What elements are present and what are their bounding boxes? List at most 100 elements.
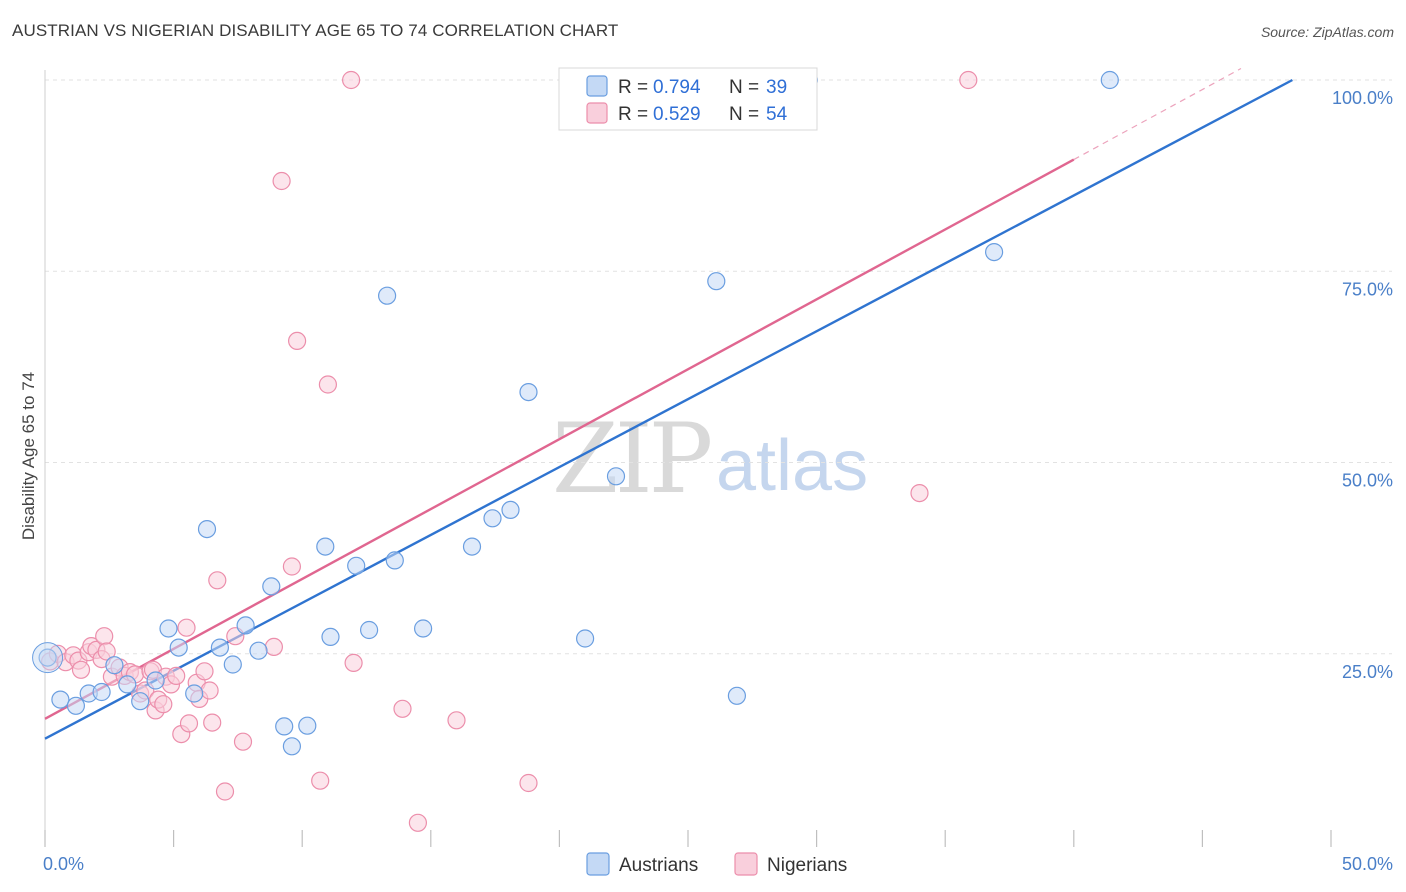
legend-r-label: R = <box>618 104 648 125</box>
nigerian-point <box>167 666 186 686</box>
austrian-point <box>236 616 255 635</box>
austrian-point <box>105 656 124 675</box>
nigerian-point <box>203 713 222 732</box>
nigerian-point <box>959 70 978 90</box>
nigerian-point <box>71 660 91 679</box>
nigerian-point <box>288 331 307 350</box>
chart-title: AUSTRIAN VS NIGERIAN DISABILITY AGE 65 T… <box>12 21 619 40</box>
austrian-point <box>118 675 137 694</box>
y-tick-label: 25.0% <box>1342 662 1393 682</box>
austrian-point <box>197 519 217 539</box>
nigerian-point <box>97 642 116 661</box>
watermark-atlas: atlas <box>716 426 868 506</box>
nigerian-point <box>282 557 301 576</box>
nigerian-point <box>272 171 291 191</box>
x-tick-label: 50.0% <box>1342 854 1393 874</box>
y-tick-label: 50.0% <box>1342 471 1393 491</box>
nigerian-point <box>408 813 427 832</box>
austrian-point <box>38 648 57 667</box>
austrian-point <box>185 684 204 703</box>
austrian-point <box>347 556 366 575</box>
legend-n-label: N = <box>729 104 759 125</box>
austrian-point <box>414 619 433 638</box>
legend-row-austrians[interactable]: R = 0.794 N = 39 <box>586 75 787 98</box>
nigerians-trend-extension <box>1073 67 1242 161</box>
legend-row-nigerians[interactable]: R = 0.529 N = 54 <box>586 102 788 125</box>
nigerian-point <box>393 699 412 718</box>
austrian-point <box>385 551 404 570</box>
bottom-legend: Austrians Nigerians <box>586 852 847 876</box>
austrian-point <box>321 627 340 647</box>
austrian-point <box>169 638 188 657</box>
austrian-point <box>316 537 335 556</box>
nigerian-point <box>233 732 253 751</box>
bottom-swatch-nigerians <box>734 852 758 876</box>
austrian-point <box>501 500 520 519</box>
austrian-point <box>223 655 242 674</box>
legend-n-label: N = <box>729 77 759 98</box>
x-tick-label: 0.0% <box>43 854 84 874</box>
legend-r-value: 0.794 <box>653 77 701 98</box>
legend: R = 0.794 N = 39 R = 0.529 N = 54 <box>558 67 818 131</box>
austrian-point <box>575 629 595 648</box>
austrian-point <box>462 537 482 556</box>
watermark-zip: ZIP <box>552 403 711 515</box>
austrian-point <box>159 619 178 638</box>
bottom-legend-label: Nigerians <box>767 855 847 876</box>
austrian-point <box>66 696 86 715</box>
nigerian-point <box>264 637 283 657</box>
grid <box>45 79 1392 655</box>
austrian-point <box>51 690 70 709</box>
austrian-point <box>275 717 294 736</box>
austrian-point <box>298 716 317 735</box>
nigerian-point <box>344 653 363 673</box>
austrian-point <box>249 641 268 660</box>
nigerians-trend-line <box>44 158 1075 720</box>
watermark: ZIP atlas <box>552 403 868 515</box>
nigerian-point <box>200 681 219 700</box>
bottom-legend-label: Austrians <box>619 855 698 876</box>
nigerian-point <box>910 484 929 503</box>
nigerian-point <box>179 714 199 733</box>
austrian-point <box>727 686 747 705</box>
nigerian-point <box>154 695 173 714</box>
bottom-legend-nigerians[interactable]: Nigerians <box>734 852 847 876</box>
nigerian-point <box>177 618 196 637</box>
nigerian-point <box>95 627 114 646</box>
austrian-point <box>210 638 229 657</box>
austrian-point <box>378 286 397 305</box>
austrian-point <box>32 642 64 674</box>
austrian-point <box>262 577 281 596</box>
y-tick-label: 75.0% <box>1342 279 1393 299</box>
nigerian-point <box>215 782 235 801</box>
nigerian-point <box>519 773 538 793</box>
legend-n-value: 54 <box>766 104 788 125</box>
legend-swatch-austrians <box>586 75 608 97</box>
austrian-point <box>360 620 379 640</box>
legend-n-value: 39 <box>766 77 787 98</box>
legend-swatch-nigerians <box>586 102 608 124</box>
bottom-swatch-austrians <box>586 852 610 876</box>
bottom-legend-austrians[interactable]: Austrians <box>586 852 698 876</box>
nigerian-point <box>311 771 330 790</box>
austrian-point <box>707 272 726 291</box>
y-axis-label: Disability Age 65 to 74 <box>19 372 38 540</box>
chart-source: Source: ZipAtlas.com <box>1260 24 1394 40</box>
austrian-point <box>984 243 1004 262</box>
nigerian-point <box>342 70 361 90</box>
nigerian-point <box>195 662 214 681</box>
austrian-point <box>483 509 502 528</box>
austrian-point <box>1100 70 1119 90</box>
austrian-point <box>131 692 150 711</box>
austrian-point <box>92 682 111 702</box>
austrian-point <box>282 737 301 756</box>
austrian-point <box>519 383 538 402</box>
austrian-point <box>146 671 165 690</box>
nigerian-point <box>447 711 466 730</box>
nigerian-point <box>318 375 337 394</box>
austrian-point <box>606 467 626 486</box>
y-tick-label: 100.0% <box>1332 88 1393 108</box>
legend-r-label: R = <box>618 77 648 98</box>
tick-labels: 25.0% 50.0% 75.0% 100.0% 0.0% 50.0% <box>43 88 1393 874</box>
